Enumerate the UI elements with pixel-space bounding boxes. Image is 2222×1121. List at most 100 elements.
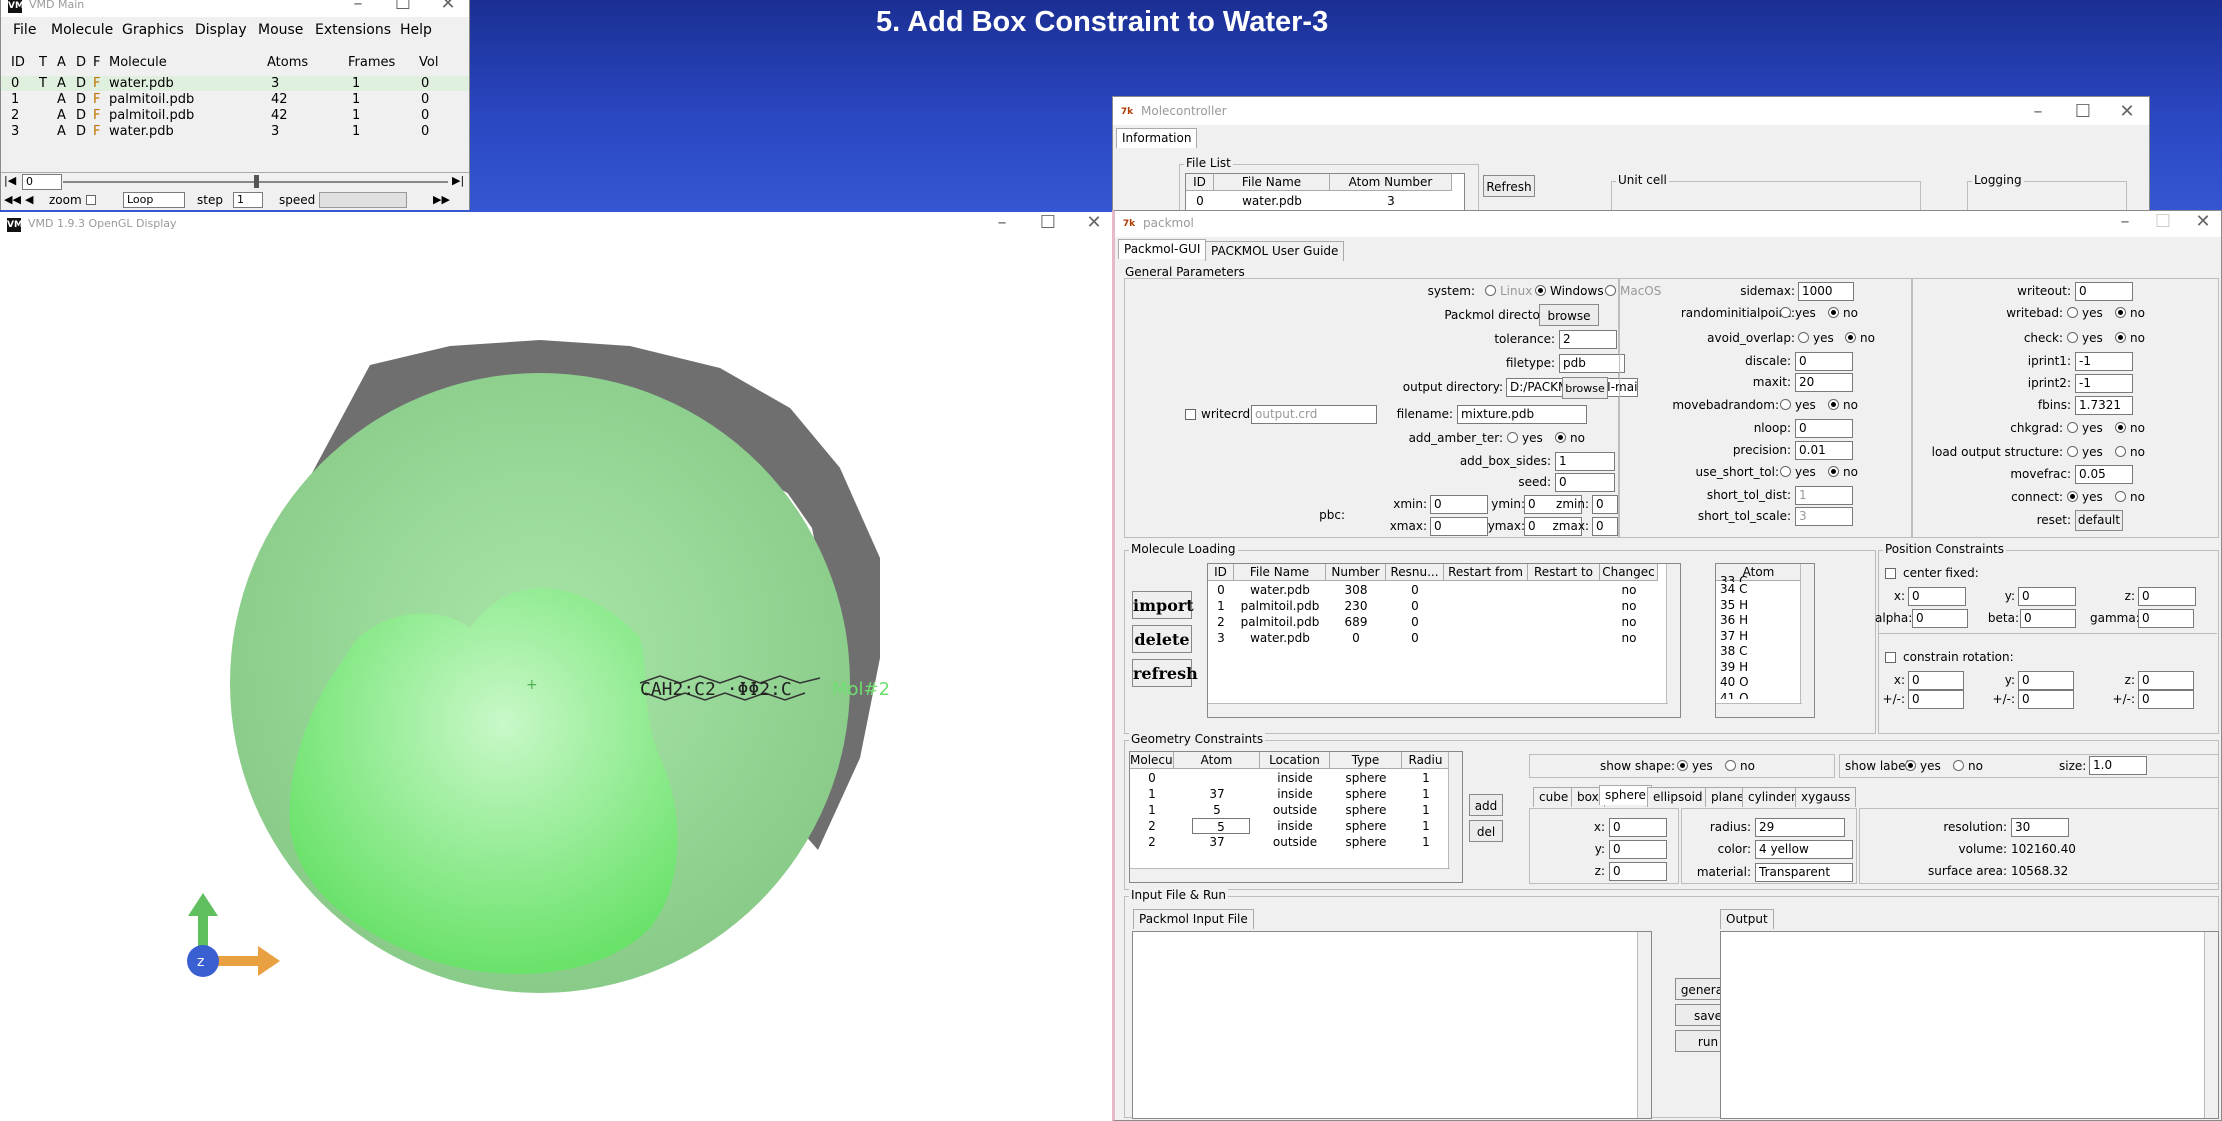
center-fixed-checkbox[interactable] — [1885, 568, 1896, 579]
minimize-icon[interactable]: – — [2120, 211, 2130, 232]
row-fixed-flag[interactable]: F — [93, 124, 101, 139]
iprint2-input[interactable]: -1 — [2075, 374, 2133, 393]
geometry-table[interactable]: Molecule Atom Location Type Radiu 0 insi… — [1129, 751, 1463, 883]
tab-sphere[interactable]: sphere — [1599, 785, 1652, 805]
sidemax-input[interactable]: 1000 — [1798, 282, 1854, 301]
radius-input[interactable]: 29 — [1755, 818, 1845, 837]
seed-input[interactable]: 0 — [1555, 473, 1615, 492]
filename-input[interactable]: mixture.pdb — [1457, 405, 1587, 424]
vmd-main-titlebar[interactable]: VMD VMD Main – ☐ ✕ — [1, 0, 469, 17]
molecule-table-row[interactable]: 0 water.pdb 308 0 no — [1208, 582, 1658, 598]
material-select[interactable]: Transparent — [1755, 863, 1853, 882]
constrain-rotation-checkbox[interactable] — [1885, 652, 1896, 663]
tab-ellipsoid[interactable]: ellipsoid — [1647, 787, 1709, 807]
molecule-row[interactable]: 3 A D F water.pdb 3 1 0 — [1, 124, 469, 139]
refresh-molecules-button[interactable]: refresh — [1132, 659, 1198, 687]
system-windows-radio[interactable]: Windows — [1535, 284, 1604, 298]
packmol-input-textarea[interactable] — [1132, 931, 1652, 1119]
writecrd-checkbox[interactable] — [1185, 409, 1196, 420]
ymax-input[interactable]: 0 — [1524, 517, 1582, 536]
output-textarea[interactable] — [1720, 931, 2219, 1119]
check-yes-radio[interactable]: yes — [2067, 331, 2103, 345]
gamma-input[interactable]: 0 — [2138, 609, 2194, 628]
geometry-row[interactable]: 2 37 outside sphere 1 — [1130, 834, 1450, 850]
menu-help[interactable]: Help — [400, 22, 432, 38]
close-icon[interactable]: ✕ — [2195, 211, 2211, 232]
geometry-table-vscroll[interactable] — [1448, 752, 1462, 882]
menu-graphics[interactable]: Graphics — [122, 22, 184, 38]
molecule-table[interactable]: ID File Name Number Resnu... Restart fro… — [1207, 563, 1681, 718]
molecule-row[interactable]: 2 A D F palmitoil.pdb 42 1 0 — [1, 108, 469, 123]
molecontroller-titlebar[interactable]: 7k Molecontroller – ☐ ✕ — [1113, 97, 2149, 125]
resolution-input[interactable]: 30 — [2011, 818, 2069, 837]
maximize-icon[interactable]: ☐ — [394, 0, 412, 14]
chkgrad-no-radio[interactable]: no — [2115, 421, 2145, 435]
close-icon[interactable]: ✕ — [2119, 101, 2135, 122]
geometry-row[interactable]: 1 37 inside sphere 1 — [1130, 786, 1450, 802]
fbins-input[interactable]: 1.7321 — [2075, 396, 2133, 415]
maximize-icon[interactable]: ☐ — [2074, 101, 2092, 122]
row-active-flag[interactable]: A — [57, 108, 66, 123]
show-shape-no-radio[interactable]: no — [1725, 759, 1755, 773]
nloop-input[interactable]: 0 — [1795, 419, 1853, 438]
list-item[interactable]: 37 H — [1720, 628, 1749, 643]
chkgrad-yes-radio[interactable]: yes — [2067, 421, 2103, 435]
molecule-table-row[interactable]: 1 palmitoil.pdb 230 0 no — [1208, 598, 1658, 614]
add-constraint-button[interactable]: add — [1469, 794, 1503, 816]
list-item[interactable]: 34 C — [1720, 582, 1748, 596]
show-shape-yes-radio[interactable]: yes — [1677, 759, 1713, 773]
forward-end-icon[interactable]: ▶| — [452, 174, 465, 187]
tab-output[interactable]: Output — [1720, 909, 1774, 929]
zmin-input[interactable]: 0 — [1592, 495, 1618, 514]
menu-file[interactable]: File — [13, 22, 37, 38]
molecule-table-hscroll[interactable] — [1208, 703, 1668, 717]
use-short-tol-yes-radio[interactable]: yes — [1780, 465, 1816, 479]
pos-y-input[interactable]: 0 — [2018, 587, 2076, 606]
delete-button[interactable]: delete — [1132, 625, 1192, 653]
loop-select[interactable]: Loop — [123, 192, 185, 208]
packmol-dir-browse-button[interactable]: browse — [1539, 304, 1599, 326]
molecule-3d-view[interactable]: CAH2:C2 ·ΦΦ2:C Mol#2 + z — [0, 238, 1112, 1118]
refresh-button[interactable]: Refresh — [1483, 175, 1535, 197]
discale-input[interactable]: 0 — [1795, 352, 1853, 371]
step-back-icon[interactable]: ◀◀ — [4, 193, 21, 206]
rot-y-input[interactable]: 0 — [2018, 671, 2074, 690]
iprint1-input[interactable]: -1 — [2075, 352, 2133, 371]
filetype-select[interactable]: pdb — [1559, 354, 1625, 373]
molecule-row[interactable]: 0 T A D F water.pdb 3 1 0 — [1, 76, 469, 91]
add-box-sides-input[interactable]: 1 — [1555, 452, 1615, 471]
rewind-start-icon[interactable]: |◀ — [4, 174, 17, 187]
load-output-no-radio[interactable]: no — [2115, 445, 2145, 459]
list-item[interactable]: 40 O — [1720, 675, 1749, 689]
writebad-yes-radio[interactable]: yes — [2067, 306, 2103, 320]
short-tol-dist-input[interactable]: 1 — [1795, 486, 1853, 505]
packmol-titlebar[interactable]: 7k packmol – ☐ ✕ — [1115, 211, 2221, 237]
list-item[interactable]: 35 H — [1720, 597, 1749, 612]
tab-box[interactable]: box — [1571, 787, 1605, 807]
movebadrandom-yes-radio[interactable]: yes — [1780, 398, 1816, 412]
menu-mouse[interactable]: Mouse — [258, 22, 304, 38]
atom-list[interactable]: Atom 33 C 34 C 35 H 36 H 37 H 38 C 39 H … — [1715, 563, 1815, 718]
input-vscroll[interactable] — [1637, 932, 1651, 1118]
row-fixed-flag[interactable]: F — [93, 76, 101, 91]
tab-cylinder[interactable]: cylinder — [1742, 787, 1802, 807]
pos-x-input[interactable]: 0 — [1908, 587, 1966, 606]
step-forward-icon[interactable]: ▶▶ — [433, 193, 450, 206]
list-item[interactable]: 38 C — [1720, 644, 1748, 658]
sphere-x-input[interactable]: 0 — [1609, 818, 1667, 837]
atom-list-vscroll[interactable] — [1800, 564, 1814, 717]
short-tol-scale-input[interactable]: 3 — [1795, 507, 1853, 526]
check-no-radio[interactable]: no — [2115, 331, 2145, 345]
molecule-row[interactable]: 1 A D F palmitoil.pdb 42 1 0 — [1, 92, 469, 107]
molecule-table-row[interactable]: 2 palmitoil.pdb 689 0 no — [1208, 614, 1658, 630]
close-icon[interactable]: ✕ — [1086, 212, 1102, 233]
geometry-table-hscroll[interactable] — [1130, 868, 1450, 882]
use-short-tol-no-radio[interactable]: no — [1828, 465, 1858, 479]
row-drawn-flag[interactable]: D — [76, 108, 87, 123]
maxit-input[interactable]: 20 — [1795, 373, 1853, 392]
file-list-table[interactable]: ID File Name Atom Number 0 water.pdb 3 — [1185, 173, 1465, 213]
avoid-overlap-no-radio[interactable]: no — [1845, 331, 1875, 345]
reset-default-button[interactable]: default — [2075, 510, 2123, 531]
row-fixed-flag[interactable]: F — [93, 108, 101, 123]
molecule-table-row[interactable]: 3 water.pdb 0 0 no — [1208, 630, 1658, 646]
